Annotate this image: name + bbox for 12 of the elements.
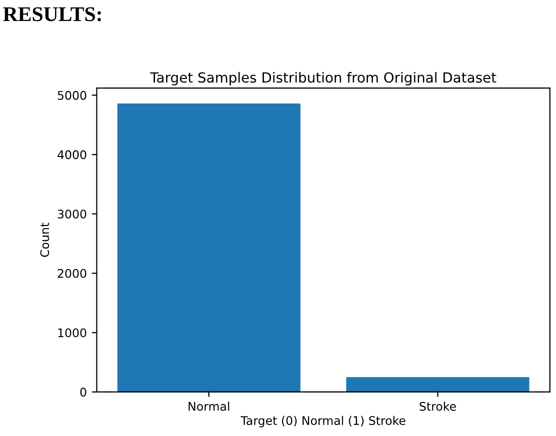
- chart-title: Target Samples Distribution from Original Dataset: [150, 72, 496, 86]
- text: RESULTS:: [3, 7, 101, 22]
- y-tick-label: 3000: [58, 210, 86, 219]
- y-tick-label: 4000: [58, 150, 86, 160]
- y-axis-title: Count: [40, 222, 50, 257]
- x-tick-label: Normal: [188, 402, 230, 411]
- y-tick-label: 2000: [58, 268, 86, 278]
- x-axis-title: Target (0) Normal (1) Stroke: [240, 416, 406, 428]
- y-tick-label: 1000: [58, 328, 86, 338]
- y-tick-label: 5000: [58, 90, 86, 100]
- x-tick-label: Stroke: [420, 402, 456, 411]
- y-tick-label: 0: [80, 388, 86, 397]
